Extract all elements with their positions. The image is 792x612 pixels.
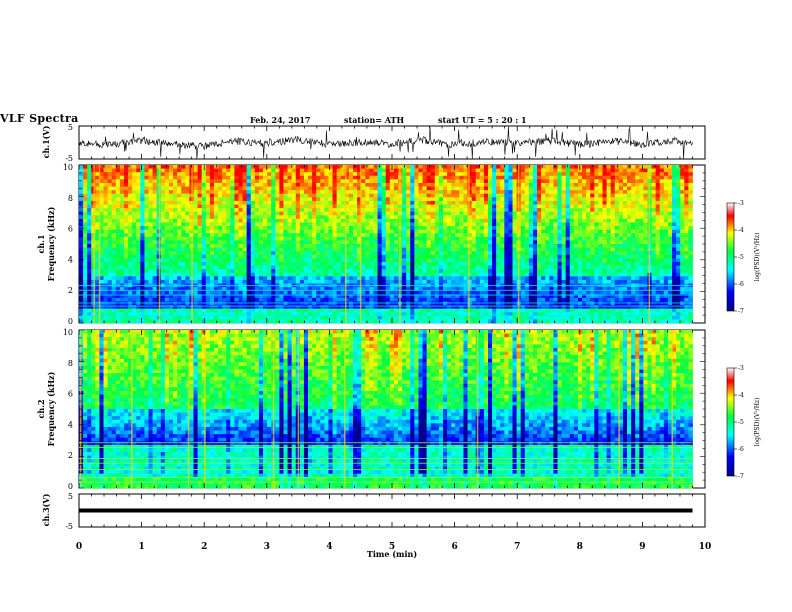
- colorbar-2-scale: [726, 367, 735, 477]
- station-label: station= ATH: [344, 115, 405, 125]
- ch1-wave-ytick: 5: [68, 123, 73, 132]
- colorbar-tick-label: -4: [738, 227, 744, 234]
- ch1-spec-ytick: 8: [68, 194, 73, 203]
- ch2-spec-ytick: 2: [68, 451, 73, 460]
- colorbar-tick-label: -5: [738, 419, 744, 426]
- ch1-spec-ytick: 10: [63, 163, 73, 172]
- date-label: Feb. 24, 2017: [250, 115, 311, 125]
- x-tick-label: 2: [201, 542, 207, 552]
- colorbar-1-label: log(PSD)(V²/Hz): [754, 233, 761, 282]
- colorbar-tick-label: -7: [738, 308, 744, 315]
- colorbar-2: -3 -4 -5 -6 -7 log(PSD)(V²/Hz): [726, 365, 761, 480]
- x-tick-label: 0: [76, 542, 82, 552]
- ch1-wave-ytick: -5: [65, 154, 73, 163]
- ch3-wave-ylabel: ch.3(V): [41, 493, 51, 526]
- x-tick-label: 3: [264, 542, 270, 552]
- ch1-spec-ylabel-freq: Frequency (kHz): [46, 206, 56, 281]
- colorbar-tick-label: -5: [738, 254, 744, 261]
- y-tick-labels: 5 -5 0 2 4 6 8 10 0 2 4 6 8 10 5 -5: [63, 123, 705, 531]
- colorbar-tick-label: -6: [738, 281, 744, 288]
- ch2-spec-ytick: 8: [68, 359, 73, 368]
- start-time-label: start UT = 5 : 20 : 1: [438, 115, 527, 125]
- colorbar-tick-label: -3: [738, 200, 744, 207]
- ch2-spec-ytick: 0: [68, 482, 73, 491]
- ch2-spec-ylabel-ch: ch.2: [36, 399, 46, 418]
- x-axis-title: Time (min): [367, 549, 417, 559]
- x-ticks: [78, 126, 706, 527]
- x-tick-labels: 0 1 2 3 4 5 6 7 8 9 10: [76, 542, 711, 552]
- ch1-waveform-line: [78, 126, 693, 160]
- ch1-spec-ytick: 6: [68, 225, 73, 234]
- x-tick-label: 4: [326, 542, 332, 552]
- x-tick-label: 10: [699, 542, 712, 552]
- ch2-spectrogram: [79, 330, 693, 489]
- x-tick-label: 5: [389, 542, 395, 552]
- colorbar-1: -3 -4 -5 -6 -7 log(PSD)(V²/Hz): [726, 200, 761, 315]
- x-tick-label: 8: [577, 542, 583, 552]
- ch3-wave-ytick: -5: [65, 522, 73, 531]
- x-tick-label: 1: [138, 542, 144, 552]
- colorbar-tick-label: -7: [738, 473, 744, 480]
- ch3-waveform-band: [79, 508, 693, 513]
- ch2-spec-ytick: 10: [63, 328, 73, 337]
- colorbar-tick-label: -4: [738, 392, 744, 399]
- ch1-spectrogram: [79, 165, 693, 324]
- x-tick-label: 9: [639, 542, 645, 552]
- ch2-spec-ylabel-freq: Frequency (kHz): [46, 371, 56, 446]
- ch2-spec-ytick: 6: [68, 390, 73, 399]
- ch1-spec-ytick: 0: [68, 317, 73, 326]
- colorbar-tick-label: -3: [738, 365, 744, 372]
- colorbar-2-label: log(PSD)(V²/Hz): [754, 398, 761, 447]
- ch1-spec-ylabel-ch: ch.1: [36, 234, 46, 253]
- colorbar-1-scale: [726, 202, 735, 312]
- ch2-spec-ytick: 4: [68, 420, 73, 429]
- x-tick-label: 6: [451, 542, 457, 552]
- x-tick-label: 7: [514, 542, 520, 552]
- ch1-spec-ytick: 4: [68, 255, 73, 264]
- ch3-wave-ytick: 5: [68, 492, 73, 501]
- y-axis-titles: ch.1(V) ch.1 Frequency (kHz) ch.2 Freque…: [36, 125, 56, 526]
- colorbar-tick-label: -6: [738, 446, 744, 453]
- ch1-spec-ytick: 2: [68, 286, 73, 295]
- ch1-wave-ylabel: ch.1(V): [41, 125, 51, 158]
